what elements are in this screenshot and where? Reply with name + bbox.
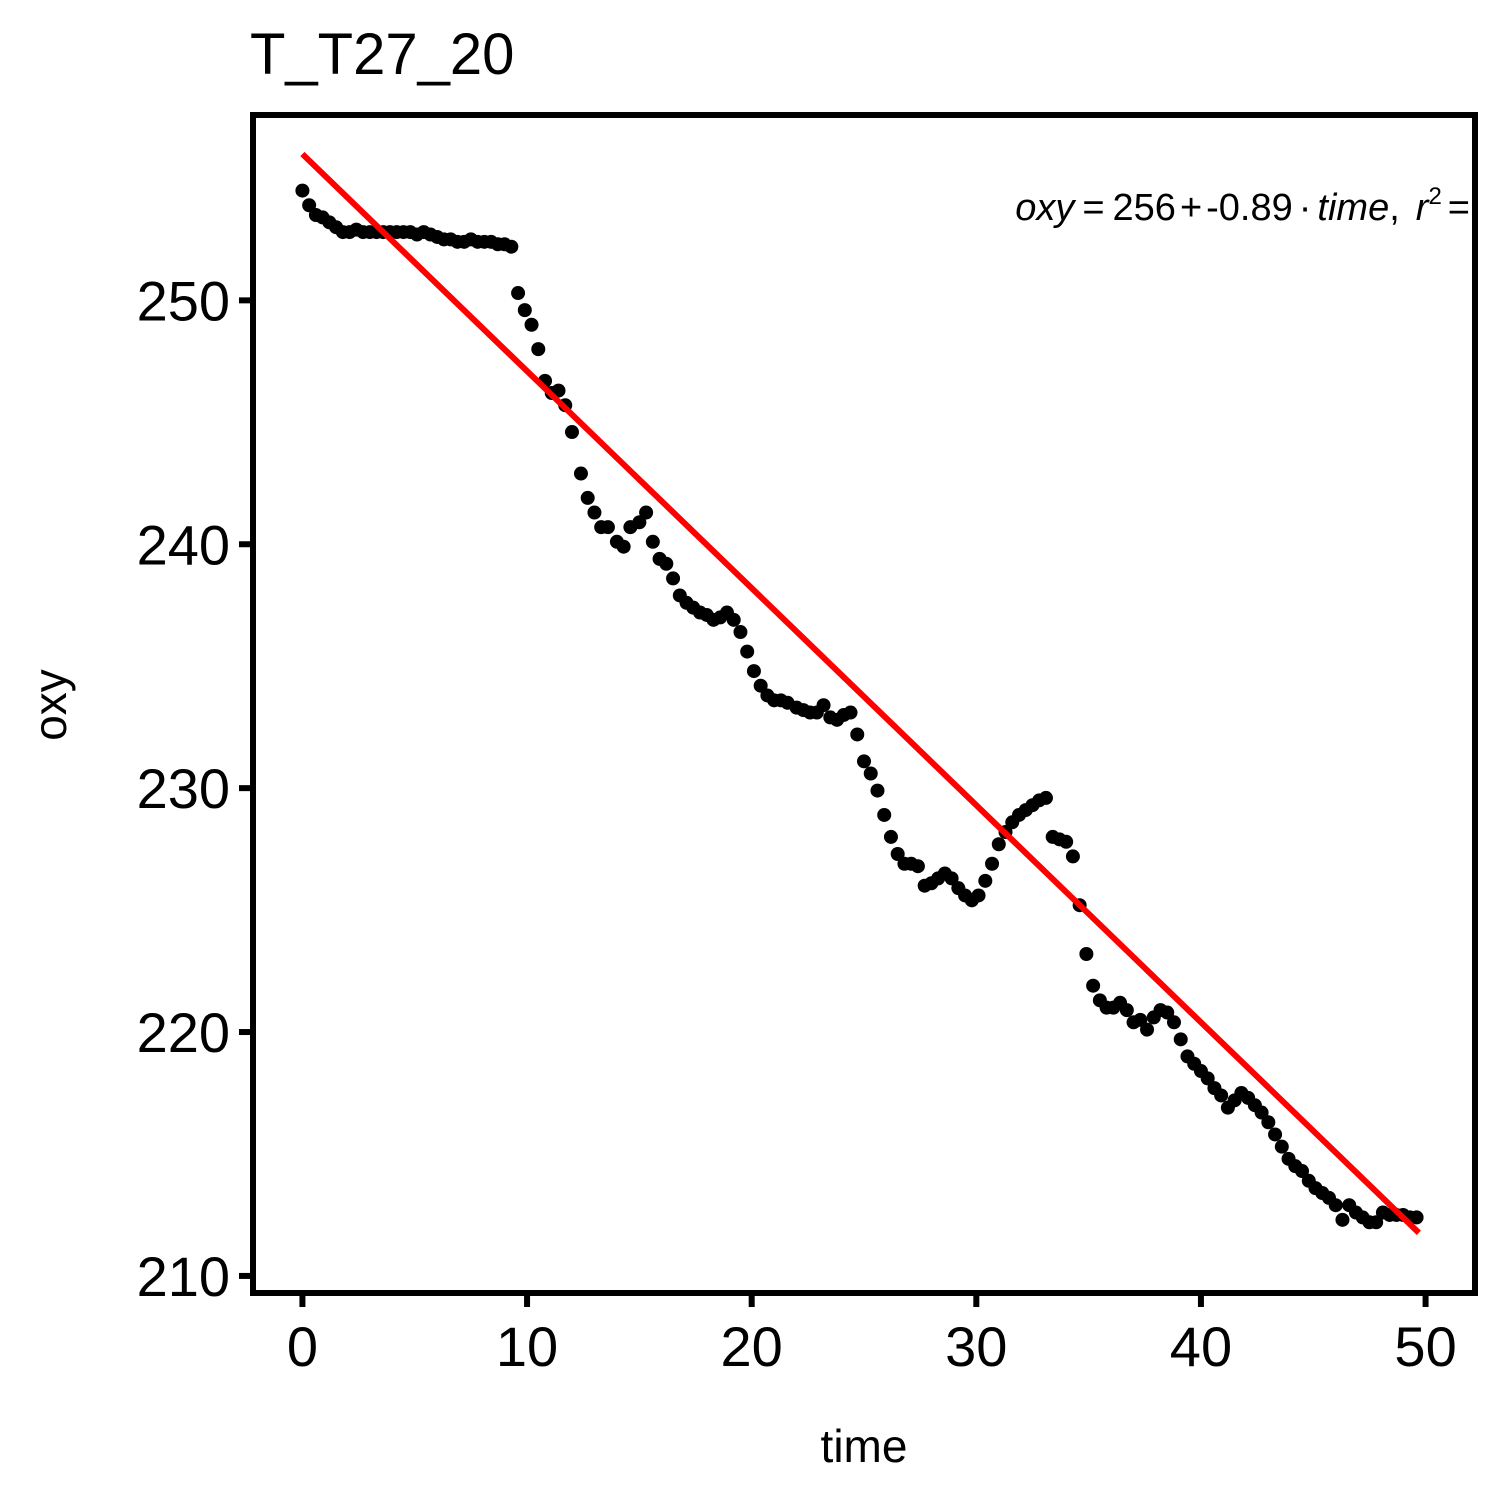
data-point (632, 515, 647, 530)
x-tick-label: 50 (1394, 1315, 1456, 1378)
data-point (991, 837, 1006, 852)
data-point (504, 239, 519, 254)
data-point (302, 198, 317, 213)
data-point (746, 664, 761, 679)
data-point (600, 520, 615, 535)
data-point (1409, 1210, 1424, 1225)
data-point (1166, 1015, 1181, 1030)
x-tick-label: 0 (287, 1315, 318, 1378)
y-tick-label: 250 (137, 269, 230, 332)
data-point (1274, 1139, 1289, 1154)
x-tick-label: 30 (945, 1315, 1007, 1378)
chart-title: T_T27_20 (250, 22, 514, 87)
data-point (564, 425, 579, 440)
data-point (870, 783, 885, 798)
data-point (1140, 1022, 1155, 1037)
regression-line (300, 151, 1421, 1235)
data-point (1268, 1127, 1283, 1142)
data-point (944, 871, 959, 886)
data-point (1254, 1105, 1269, 1120)
data-point (910, 859, 925, 874)
data-point (1335, 1212, 1350, 1227)
data-point (645, 534, 660, 549)
y-tick-label: 230 (137, 757, 230, 820)
x-axis-title: time (821, 1420, 908, 1472)
data-point (1133, 1012, 1148, 1027)
y-tick-label: 240 (137, 513, 230, 576)
data-point (863, 766, 878, 781)
data-point (295, 183, 310, 198)
data-point (639, 505, 654, 520)
x-tick-label: 40 (1170, 1315, 1232, 1378)
data-point (726, 612, 741, 627)
data-point (1059, 834, 1074, 849)
data-point (587, 505, 602, 520)
data-point (1214, 1088, 1229, 1103)
data-point (978, 873, 993, 888)
data-point (1200, 1071, 1215, 1086)
data-point (1119, 1003, 1134, 1018)
data-point (733, 625, 748, 640)
plot-frame (250, 112, 1478, 1296)
data-point (524, 317, 539, 332)
data-point (816, 698, 831, 713)
data-point (890, 846, 905, 861)
data-point (843, 705, 858, 720)
data-point (517, 303, 532, 318)
data-point (1173, 1032, 1188, 1047)
data-point (573, 466, 588, 481)
data-point (511, 286, 526, 301)
data-point (1261, 1115, 1276, 1130)
y-tick-label: 210 (137, 1245, 230, 1308)
data-point (659, 556, 674, 571)
data-point (1295, 1164, 1310, 1179)
data-point (740, 644, 755, 659)
data-point (857, 754, 871, 769)
y-axis-title: oxy (24, 669, 76, 741)
data-point (580, 490, 595, 505)
data-point (1328, 1198, 1343, 1213)
data-point (616, 539, 631, 554)
data-point (1079, 946, 1094, 961)
data-point (1369, 1215, 1384, 1230)
data-point (1038, 790, 1053, 805)
data-point (985, 856, 1000, 871)
data-point (877, 807, 892, 822)
data-point (666, 571, 681, 586)
y-tick-label: 220 (137, 1001, 230, 1064)
data-point (531, 342, 546, 357)
x-tick-label: 10 (496, 1315, 558, 1378)
data-point (850, 727, 865, 742)
data-point (971, 888, 986, 903)
y-axis: 210 220 230 240 250 (137, 269, 253, 1308)
data-point (883, 829, 898, 844)
data-point (1160, 1005, 1175, 1020)
x-tick-label: 20 (721, 1315, 783, 1378)
data-point (1065, 849, 1080, 864)
regression-equation: oxy = 256 + -0.89 · time, r2 = (1015, 183, 1470, 229)
data-point (753, 678, 768, 693)
x-axis: 0 10 20 30 40 50 (287, 1293, 1457, 1378)
data-point (1086, 978, 1101, 993)
